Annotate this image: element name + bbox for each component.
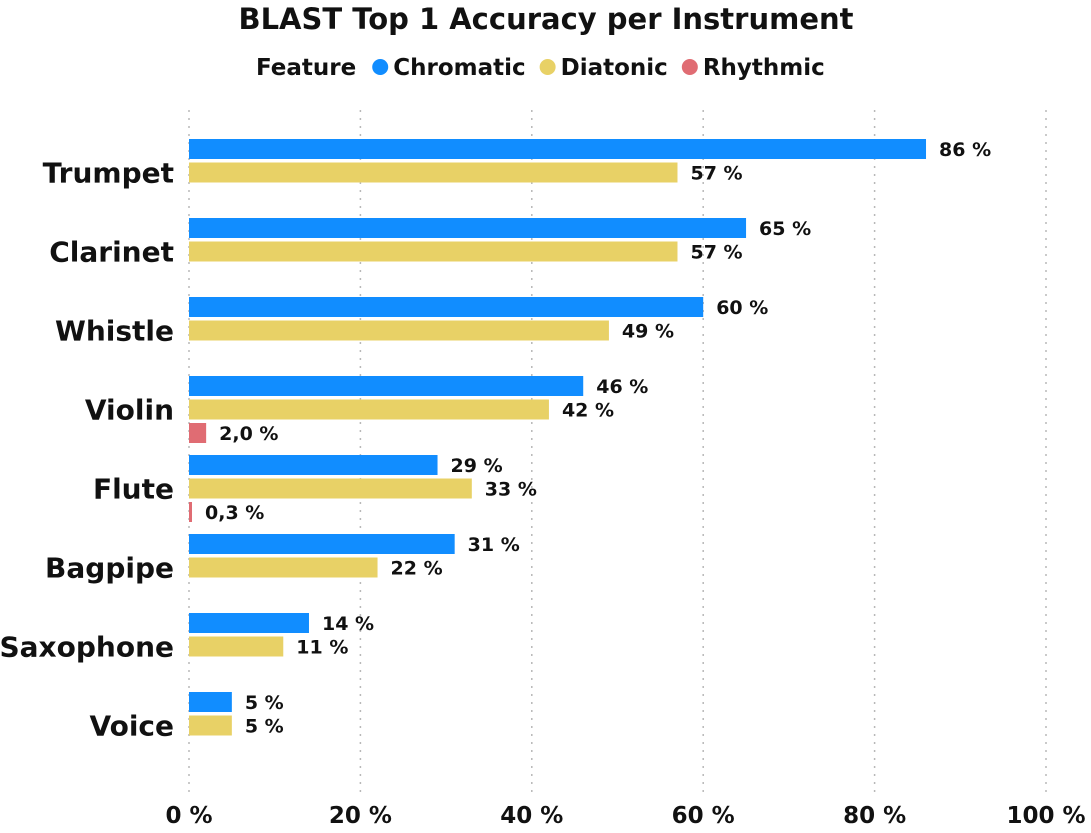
gridlines xyxy=(188,110,1047,795)
bar-diatonic-saxophone xyxy=(189,636,284,657)
data-label-diatonic-bagpipe: 22 % xyxy=(391,558,443,580)
category-label-bagpipe: Bagpipe xyxy=(45,552,174,585)
bar-chromatic-flute xyxy=(189,455,438,475)
category-label-flute: Flute xyxy=(93,473,174,506)
legend-marker-diatonic xyxy=(539,59,556,75)
bar-chromatic-voice xyxy=(189,692,232,712)
data-label-diatonic-voice: 5 % xyxy=(245,716,284,738)
bar-diatonic-clarinet xyxy=(189,241,678,262)
bar-chromatic-bagpipe xyxy=(189,534,455,554)
bar-diatonic-bagpipe xyxy=(189,557,378,578)
data-labels: 86 % 57 % 65 % 57 % 60 % 49 % 46 %42 % 2,0 % 29 … xyxy=(205,139,991,738)
bars xyxy=(189,139,927,736)
chart-title: BLAST Top 1 Accuracy per Instrument xyxy=(238,2,853,36)
category-labels: Trumpet Clarinet Whistle Violin Flute Bagpipe… xyxy=(0,157,174,743)
data-label-chromatic-trumpet: 86 % xyxy=(939,139,991,161)
data-label-chromatic-violin: 46 % xyxy=(596,376,648,398)
bar-rhythmic-flute xyxy=(189,502,192,522)
category-label-clarinet: Clarinet xyxy=(49,236,174,269)
data-label-chromatic-bagpipe: 31 % xyxy=(468,534,520,556)
bar-diatonic-whistle xyxy=(189,320,609,341)
bar-chromatic-violin xyxy=(189,376,584,396)
bar-diatonic-trumpet xyxy=(189,162,678,183)
data-label-diatonic-trumpet: 57 % xyxy=(690,163,742,185)
data-label-diatonic-flute: 33 % xyxy=(485,479,537,501)
legend-label-rhythmic: Rhythmic xyxy=(703,55,825,81)
data-label-diatonic-clarinet: 57 % xyxy=(690,242,742,264)
x-tick-label: 100 % xyxy=(1006,803,1085,829)
data-label-chromatic-flute: 29 % xyxy=(451,455,503,477)
data-label-chromatic-voice: 5 % xyxy=(245,692,284,714)
data-label-chromatic-whistle: 60 % xyxy=(716,297,768,319)
bar-chromatic-trumpet xyxy=(189,139,927,159)
data-label-diatonic-whistle: 49 % xyxy=(622,321,674,343)
category-label-violin: Violin xyxy=(85,394,174,427)
category-label-whistle: Whistle xyxy=(55,315,174,348)
bar-diatonic-voice xyxy=(189,715,232,736)
bar-chromatic-whistle xyxy=(189,297,704,317)
data-label-diatonic-saxophone: 11 % xyxy=(296,637,348,659)
legend: Feature Chromatic Diatonic Rhythmic xyxy=(256,55,825,81)
data-label-chromatic-saxophone: 14 % xyxy=(322,613,374,635)
x-tick-label: 40 % xyxy=(500,803,563,829)
x-tick-label: 0 % xyxy=(165,803,212,829)
legend-title: Feature xyxy=(256,55,356,81)
bar-diatonic-violin xyxy=(189,399,549,420)
data-label-chromatic-clarinet: 65 % xyxy=(759,218,811,240)
data-label-rhythmic-violin: 2,0 % xyxy=(219,423,278,445)
data-label-diatonic-violin: 42 % xyxy=(562,400,614,422)
bar-chromatic-saxophone xyxy=(189,613,309,633)
category-label-voice: Voice xyxy=(89,710,174,743)
legend-label-diatonic: Diatonic xyxy=(561,55,668,81)
x-tick-label: 80 % xyxy=(843,803,906,829)
bar-rhythmic-violin xyxy=(189,423,207,443)
x-tick-label: 60 % xyxy=(672,803,735,829)
bar-chromatic-clarinet xyxy=(189,218,747,238)
category-label-saxophone: Saxophone xyxy=(0,631,174,664)
data-label-rhythmic-flute: 0,3 % xyxy=(205,502,264,524)
bar-diatonic-flute xyxy=(189,478,472,499)
x-axis-ticks: 0 % 20 % 40 % 60 % 80 % 100 % xyxy=(165,803,1085,829)
x-tick-label: 20 % xyxy=(329,803,392,829)
category-label-trumpet: Trumpet xyxy=(43,157,174,190)
legend-marker-chromatic xyxy=(372,59,389,75)
legend-marker-rhythmic xyxy=(681,59,698,75)
legend-label-chromatic: Chromatic xyxy=(393,55,525,81)
